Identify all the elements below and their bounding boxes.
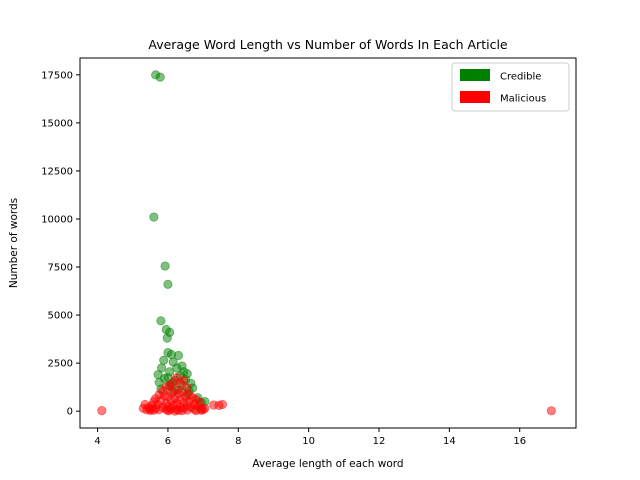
data-point-credible: [160, 261, 170, 271]
y-tick-label: 2500: [48, 359, 73, 370]
data-point-malicious: [546, 406, 556, 416]
x-tick-label: 6: [165, 436, 171, 447]
data-point-credible: [159, 355, 169, 365]
y-tick-label: 10000: [41, 214, 73, 225]
y-tick-label: 17500: [41, 70, 73, 81]
y-tick-label: 15000: [41, 118, 73, 129]
data-point-credible: [173, 350, 184, 361]
legend: Credible Malicious: [451, 62, 570, 112]
x-tick-label: 8: [235, 436, 241, 447]
x-axis-ticks: 4 6 8 10 12 14 16: [94, 428, 526, 447]
data-point-credible: [149, 212, 159, 222]
data-point-credible: [155, 72, 165, 82]
data-point-malicious: [142, 405, 152, 415]
x-tick-label: 16: [513, 436, 526, 447]
data-points: [97, 70, 556, 416]
x-axis-label: Average length of each word: [252, 458, 403, 470]
x-tick-label: 10: [302, 436, 315, 447]
legend-label-credible: Credible: [500, 72, 541, 83]
data-point-malicious: [209, 400, 219, 410]
y-axis-label: Number of words: [8, 198, 20, 288]
y-axis-ticks: 0 2500 5000 7500 10000 12500 15000 17500: [41, 70, 80, 418]
y-tick-label: 0: [67, 407, 73, 418]
x-tick-label: 4: [94, 436, 100, 447]
data-point-credible: [162, 333, 172, 343]
x-tick-label: 14: [443, 436, 456, 447]
data-point-credible: [172, 363, 182, 373]
x-tick-label: 12: [373, 436, 386, 447]
data-point-malicious: [170, 406, 180, 416]
legend-swatch-malicious: [460, 91, 490, 103]
data-point-credible: [156, 316, 166, 326]
data-point-malicious: [175, 378, 185, 388]
axes-frame: [79, 57, 577, 429]
plot-area: [79, 57, 577, 429]
data-point-malicious: [97, 406, 107, 416]
data-point-malicious: [191, 406, 201, 416]
legend-label-malicious: Malicious: [500, 94, 546, 105]
y-tick-label: 5000: [48, 311, 73, 322]
y-tick-label: 12500: [41, 166, 73, 177]
y-tick-label: 7500: [48, 263, 73, 274]
chart-title: Average Word Length vs Number of Words I…: [148, 37, 508, 52]
data-point-credible: [163, 279, 173, 289]
legend-swatch-credible: [460, 69, 490, 81]
